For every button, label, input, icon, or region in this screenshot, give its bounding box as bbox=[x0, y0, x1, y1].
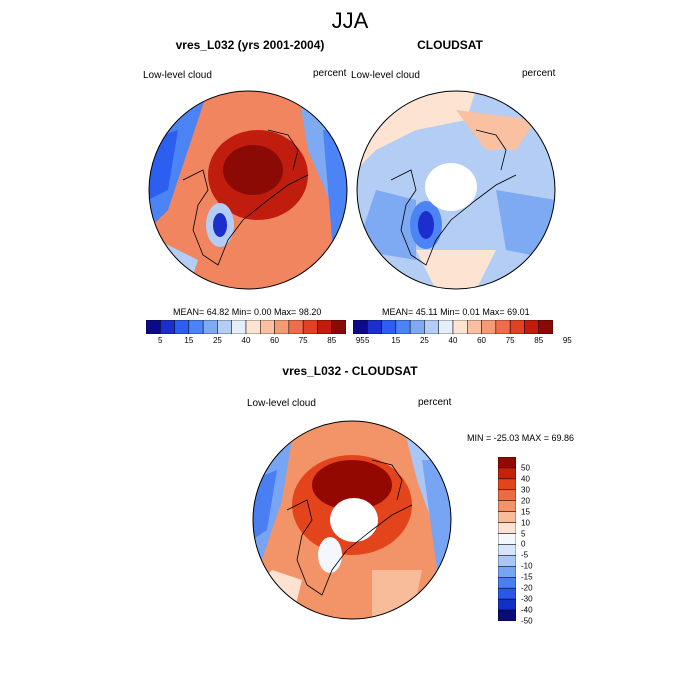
panel-2-title: CLOUDSAT bbox=[417, 38, 483, 52]
colorbar-swatch bbox=[438, 320, 454, 334]
colorbar-tick-label: -5 bbox=[521, 550, 529, 560]
colorbar-tick-label: 40 bbox=[241, 336, 251, 345]
colorbar-tick-label: 60 bbox=[477, 336, 487, 345]
colorbar-swatch bbox=[188, 320, 204, 334]
panel-3-variable-label: Low-level cloud bbox=[247, 398, 316, 409]
colorbar-swatch bbox=[498, 609, 516, 621]
panel-2-variable-label: Low-level cloud bbox=[351, 70, 420, 81]
colorbar-swatch bbox=[467, 320, 482, 334]
colorbar-swatch bbox=[231, 320, 247, 334]
colorbar-tick-label: 75 bbox=[505, 336, 515, 345]
colorbar-swatch bbox=[498, 566, 516, 578]
panel-1-variable-label: Low-level cloud bbox=[143, 70, 212, 81]
panel-1-title: vres_L032 (yrs 2001-2004) bbox=[175, 38, 325, 52]
colorbar-tick-label: 60 bbox=[270, 336, 280, 345]
colorbar-tick-label: 30 bbox=[521, 485, 530, 495]
panel-2-polar-map bbox=[356, 90, 556, 290]
panel-3-polar-map bbox=[252, 420, 452, 620]
colorbar-swatch bbox=[288, 320, 304, 334]
colorbar-swatch bbox=[353, 320, 368, 334]
colorbar-swatch bbox=[260, 320, 275, 334]
colorbar-tick-label: 95 bbox=[562, 336, 572, 345]
colorbar-swatch bbox=[217, 320, 232, 334]
colorbar-tick-label: 85 bbox=[327, 336, 337, 345]
colorbar-tick-label: -20 bbox=[521, 583, 533, 593]
colorbar-swatch bbox=[317, 320, 332, 334]
colorbar-tick-label: 15 bbox=[391, 336, 401, 345]
panel-2-stats: MEAN= 45.11 Min= 0.01 Max= 69.01 bbox=[382, 307, 530, 317]
colorbar-swatch bbox=[509, 320, 525, 334]
colorbar-swatch bbox=[146, 320, 161, 334]
colorbar-tick-label: 5 bbox=[365, 336, 370, 345]
colorbar-swatch bbox=[202, 320, 218, 334]
panel-3-colorbar bbox=[498, 457, 516, 621]
colorbar-tick-label: 25 bbox=[419, 336, 429, 345]
panel-1-stats: MEAN= 64.82 Min= 0.00 Max= 98.20 bbox=[173, 307, 322, 317]
colorbar-swatch bbox=[538, 320, 553, 334]
colorbar-tick-label: 85 bbox=[534, 336, 544, 345]
colorbar-swatch bbox=[424, 320, 439, 334]
colorbar-tick-label: 20 bbox=[521, 496, 530, 506]
colorbar-swatch bbox=[367, 320, 382, 334]
colorbar-swatch bbox=[452, 320, 468, 334]
colorbar-swatch bbox=[495, 320, 511, 334]
colorbar-swatch bbox=[498, 467, 516, 480]
colorbar-swatch bbox=[498, 533, 516, 545]
colorbar-tick-label: 5 bbox=[521, 529, 526, 539]
colorbar-swatch bbox=[524, 320, 539, 334]
colorbar-swatch bbox=[409, 320, 425, 334]
panel-2-colorbar bbox=[353, 320, 553, 334]
colorbar-swatch bbox=[381, 320, 397, 334]
colorbar-tick-label: -10 bbox=[521, 561, 533, 571]
colorbar-swatch bbox=[274, 320, 290, 334]
panel-1-colorbar-ticks: 5 15 25 40 60 75 85 95 bbox=[146, 336, 365, 348]
panel-3-stats: MIN = -25.03 MAX = 69.86 bbox=[467, 433, 575, 443]
colorbar-tick-label: 15 bbox=[184, 336, 194, 345]
colorbar-tick-label: -50 bbox=[521, 616, 533, 626]
panel-3-units-label: percent bbox=[418, 397, 452, 408]
colorbar-swatch bbox=[498, 478, 516, 491]
colorbar-swatch bbox=[498, 598, 516, 611]
colorbar-tick-label: 10 bbox=[521, 518, 530, 528]
colorbar-tick-label: 0 bbox=[521, 539, 526, 549]
colorbar-swatch bbox=[395, 320, 411, 334]
colorbar-tick-label: 40 bbox=[448, 336, 458, 345]
panel-1-units-label: percent bbox=[313, 68, 347, 79]
colorbar-swatch bbox=[498, 587, 516, 600]
colorbar-tick-label: -40 bbox=[521, 605, 533, 615]
colorbar-swatch bbox=[498, 500, 516, 512]
colorbar-swatch bbox=[498, 544, 516, 556]
colorbar-swatch bbox=[160, 320, 175, 334]
colorbar-tick-label: 75 bbox=[298, 336, 308, 345]
colorbar-swatch bbox=[498, 489, 516, 501]
colorbar-tick-label: 15 bbox=[521, 507, 530, 517]
colorbar-swatch bbox=[498, 555, 516, 567]
colorbar-swatch bbox=[174, 320, 190, 334]
colorbar-swatch bbox=[302, 320, 318, 334]
colorbar-swatch bbox=[498, 577, 516, 589]
colorbar-tick-label: 95 bbox=[355, 336, 365, 345]
colorbar-swatch bbox=[481, 320, 497, 334]
colorbar-swatch bbox=[498, 511, 516, 523]
panel-2-colorbar-ticks: 5 15 25 40 60 75 85 95 bbox=[353, 336, 572, 348]
panel-1-colorbar bbox=[146, 320, 346, 334]
colorbar-swatch bbox=[498, 522, 516, 534]
colorbar-tick-label: 25 bbox=[212, 336, 222, 345]
panel-2-units-label: percent bbox=[522, 68, 556, 79]
colorbar-tick-label: -30 bbox=[521, 594, 533, 604]
colorbar-swatch bbox=[331, 320, 346, 334]
colorbar-tick-label: 50 bbox=[521, 463, 530, 473]
colorbar-tick-label: 5 bbox=[158, 336, 163, 345]
panel-1-polar-map bbox=[148, 90, 348, 290]
figure-title: JJA bbox=[331, 8, 369, 33]
panel-3-title: vres_L032 - CLOUDSAT bbox=[282, 364, 418, 378]
colorbar-tick-label: 40 bbox=[521, 474, 530, 484]
colorbar-swatch bbox=[245, 320, 261, 334]
panel-3-colorbar-ticks: 50 40 30 20 15 10 5 0 -5 -10 -15 -20 -30 -40 -50 bbox=[521, 457, 551, 625]
colorbar-swatch bbox=[498, 457, 516, 469]
colorbar-tick-label: -15 bbox=[521, 572, 533, 582]
